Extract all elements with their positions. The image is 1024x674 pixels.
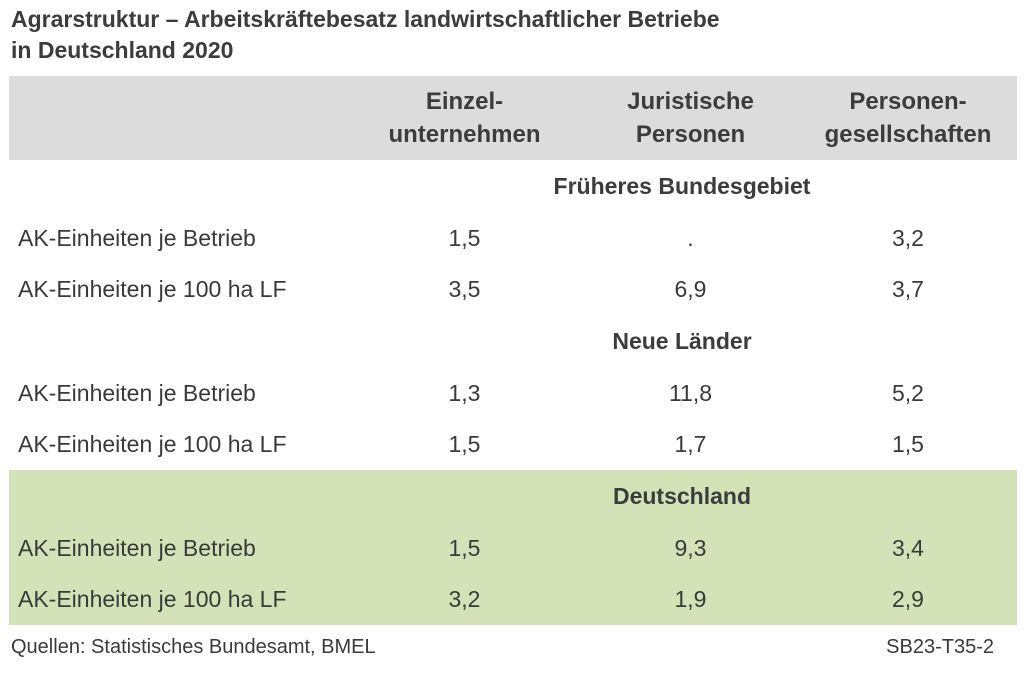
cell-value: 3,5 — [448, 276, 481, 302]
data-table: Einzel- unternehmen Juristische Personen… — [9, 76, 1017, 625]
cell-value: 2,9 — [892, 586, 924, 612]
row-label: AK-Einheiten je Betrieb — [18, 535, 256, 561]
section-header-row: Neue Länder — [9, 315, 1017, 368]
cell-value: 9,3 — [674, 535, 707, 561]
table-title: Agrarstruktur – Arbeitskräftebesatz land… — [11, 4, 720, 66]
row-label: AK-Einheiten je 100 ha LF — [18, 586, 287, 612]
column-header-einzelunternehmen: Einzel- unternehmen — [347, 76, 582, 160]
header-empty-cell — [9, 76, 347, 160]
column-header-line: Einzel- — [425, 88, 504, 115]
column-header-line: gesellschaften — [824, 121, 992, 148]
cell-value: 3,4 — [892, 535, 924, 561]
cell-value: 1,5 — [448, 431, 481, 457]
cell-value: 5,2 — [892, 380, 924, 406]
section-deutschland: Deutschland AK-Einheiten je Betrieb 1,5 … — [9, 470, 1017, 625]
section-header-row: Deutschland — [9, 470, 1017, 523]
section-frueheres-bundesgebiet: Früheres Bundesgebiet AK-Einheiten je Be… — [9, 160, 1017, 315]
section-spacer — [9, 315, 347, 368]
column-header-personengesellschaften: Personen- gesellschaften — [799, 76, 1017, 160]
section-spacer — [9, 160, 347, 213]
cell-value: 3,7 — [892, 276, 924, 302]
cell-value: 1,9 — [674, 586, 707, 612]
cell-value: 11,8 — [668, 380, 713, 406]
section-title: Neue Länder — [612, 328, 752, 354]
section-title: Deutschland — [612, 483, 752, 509]
row-label: AK-Einheiten je Betrieb — [18, 225, 256, 251]
table-row: AK-Einheiten je 100 ha LF 3,5 6,9 3,7 — [9, 264, 1017, 315]
table-title-line-2: in Deutschland 2020 — [11, 37, 234, 63]
cell-value: 1,5 — [892, 431, 924, 457]
table-row: AK-Einheiten je Betrieb 1,5 . 3,2 — [9, 213, 1017, 264]
column-header-line: Juristische — [627, 88, 754, 115]
header-row: Einzel- unternehmen Juristische Personen… — [9, 76, 1017, 160]
cell-value: 3,2 — [892, 225, 924, 251]
column-header-line: Personen — [635, 121, 746, 148]
table-row: AK-Einheiten je Betrieb 1,3 11,8 5,2 — [9, 368, 1017, 419]
source-note: Quellen: Statistisches Bundesamt, BMEL — [11, 636, 376, 658]
cell-value: 6,9 — [674, 276, 707, 302]
row-label: AK-Einheiten je 100 ha LF — [18, 276, 287, 302]
cell-value: 1,7 — [674, 431, 707, 457]
cell-value: . — [687, 225, 694, 251]
column-header-line: unternehmen — [388, 121, 541, 148]
cell-value: 3,2 — [448, 586, 481, 612]
section-spacer — [9, 470, 347, 523]
row-label: AK-Einheiten je Betrieb — [18, 380, 256, 406]
table-row: AK-Einheiten je 100 ha LF 1,5 1,7 1,5 — [9, 419, 1017, 470]
row-label: AK-Einheiten je 100 ha LF — [18, 431, 287, 457]
column-header-juristische-personen: Juristische Personen — [582, 76, 799, 160]
table-code: SB23-T35-2 — [886, 636, 994, 658]
table-row: AK-Einheiten je Betrieb 1,5 9,3 3,4 — [9, 523, 1017, 574]
cell-value: 1,3 — [448, 380, 481, 406]
table-footer: Quellen: Statistisches Bundesamt, BMEL S… — [11, 636, 994, 659]
section-title: Früheres Bundesgebiet — [553, 173, 811, 199]
cell-value: 1,5 — [448, 225, 481, 251]
cell-value: 1,5 — [448, 535, 481, 561]
table-row: AK-Einheiten je 100 ha LF 3,2 1,9 2,9 — [9, 574, 1017, 625]
section-neue-laender: Neue Länder AK-Einheiten je Betrieb 1,3 … — [9, 315, 1017, 470]
table-title-line-1: Agrarstruktur – Arbeitskräftebesatz land… — [11, 6, 720, 32]
column-header-line: Personen- — [849, 88, 967, 115]
section-header-row: Früheres Bundesgebiet — [9, 160, 1017, 213]
